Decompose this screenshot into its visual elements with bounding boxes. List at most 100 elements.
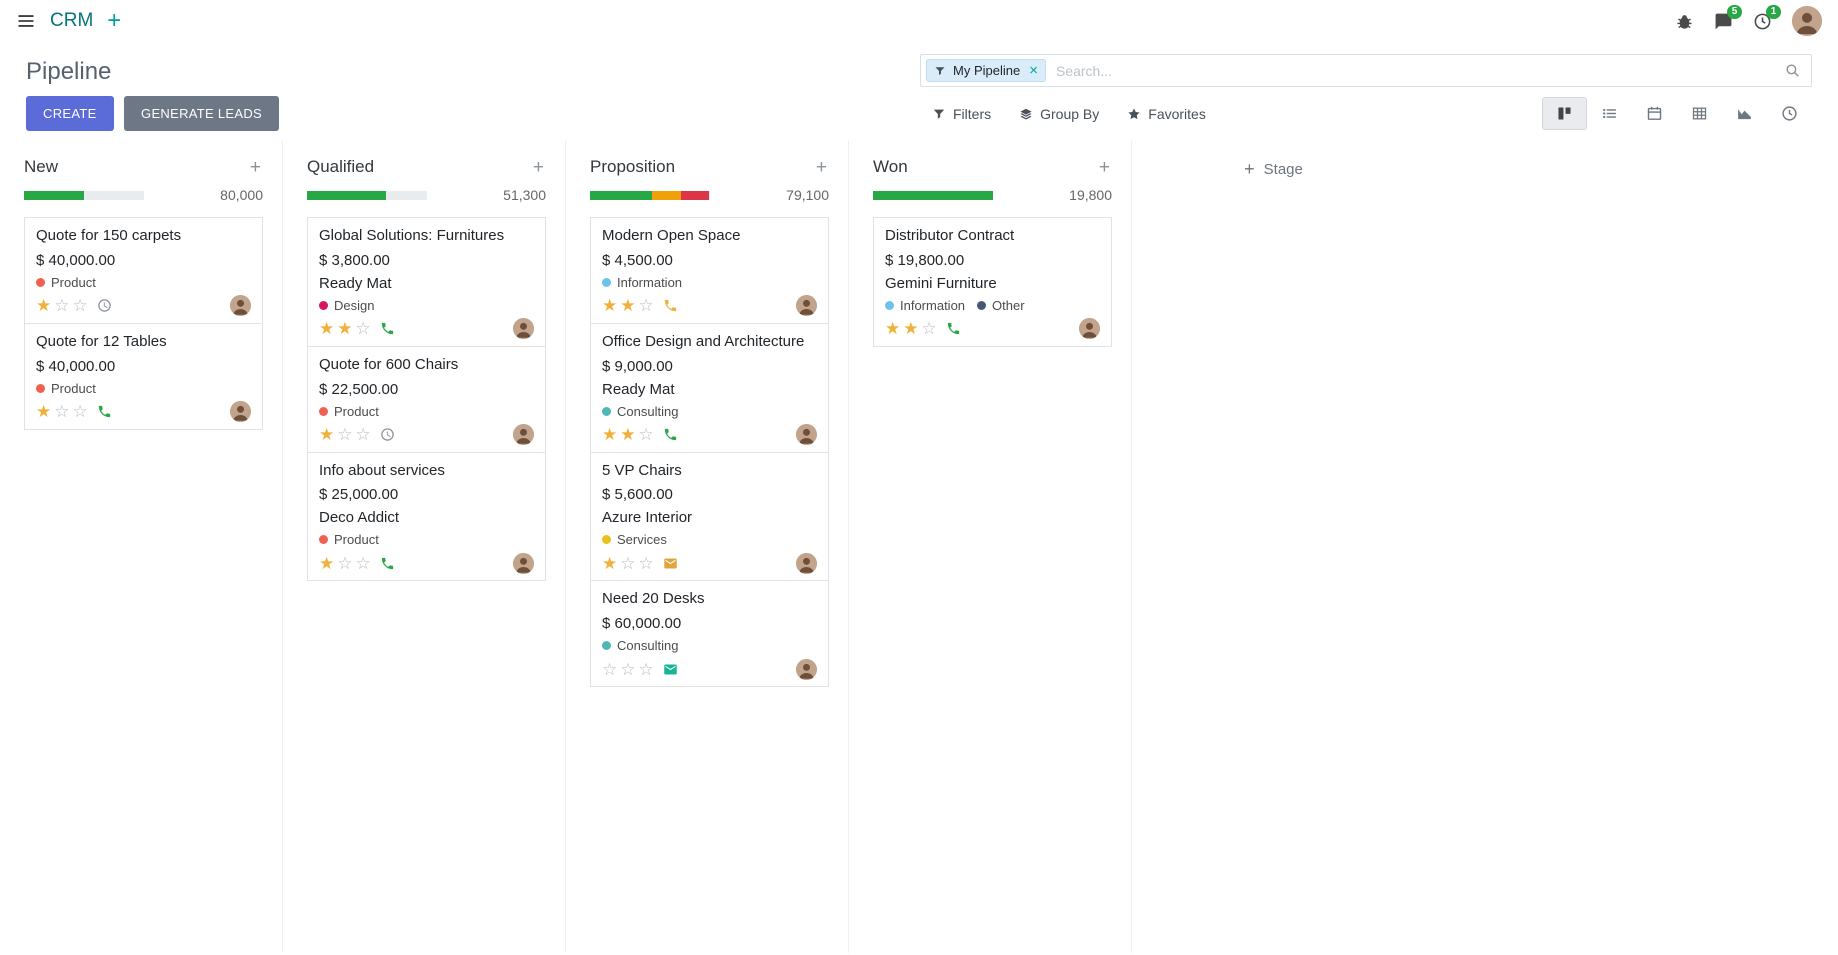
star-icon[interactable]: ☆ (355, 319, 371, 339)
envelope-activity-icon[interactable] (663, 662, 678, 677)
star-icon[interactable]: ☆ (54, 402, 70, 421)
add-stage-button[interactable]: + Stage (1238, 159, 1309, 179)
star-icon[interactable]: ☆ (72, 296, 88, 316)
phone-activity-icon[interactable] (663, 427, 678, 442)
tag-color-dot (602, 641, 611, 650)
kanban-card[interactable]: Office Design and Architecture $ 9,000.00… (590, 322, 829, 453)
generate-leads-button[interactable]: GENERATE LEADS (124, 96, 280, 131)
phone-activity-icon[interactable] (97, 404, 112, 419)
column-progressbar[interactable] (873, 190, 993, 200)
kanban-card[interactable]: 5 VP Chairs $ 5,600.00 Azure Interior Servi… (590, 451, 829, 582)
kanban-card[interactable]: Distributor Contract $ 19,800.00 Gemini Fu… (873, 217, 1112, 347)
user-avatar[interactable] (1792, 6, 1822, 36)
star-icon[interactable]: ☆ (638, 425, 654, 444)
star-icon[interactable]: ★ (319, 425, 335, 444)
star-icon[interactable]: ☆ (620, 659, 636, 679)
star-icon[interactable]: ☆ (620, 553, 636, 573)
messages-icon[interactable]: 5 (1714, 4, 1742, 31)
activities-clock-icon[interactable]: 1 (1753, 4, 1781, 31)
star-icon[interactable]: ★ (885, 319, 901, 339)
star-icon[interactable]: ☆ (337, 553, 353, 573)
add-record-icon[interactable]: + (815, 156, 827, 178)
card-title: Quote for 12 Tables (36, 332, 167, 350)
envelope-activity-icon[interactable] (663, 556, 678, 571)
star-icon[interactable]: ★ (620, 425, 636, 444)
clock-activity-icon[interactable] (97, 298, 112, 313)
card-partner-name: Ready Mat (602, 380, 675, 398)
view-graph-button[interactable] (1722, 97, 1767, 130)
view-calendar-button[interactable] (1632, 97, 1677, 130)
star-icon[interactable]: ☆ (921, 319, 937, 339)
progress-segment[interactable] (24, 190, 84, 200)
view-pivot-button[interactable] (1677, 97, 1722, 130)
column-title[interactable]: New (24, 157, 59, 176)
add-record-icon[interactable]: + (1098, 156, 1110, 178)
column-title[interactable]: Qualified (307, 157, 375, 176)
star-icon[interactable]: ☆ (602, 659, 618, 679)
create-button[interactable]: CREATE (26, 96, 114, 131)
filters-button[interactable]: Filters (932, 102, 991, 126)
search-magnifier-icon[interactable] (1784, 62, 1801, 79)
tag-label: Consulting (617, 403, 679, 419)
progress-segment[interactable] (873, 190, 993, 200)
star-icon[interactable]: ☆ (638, 296, 654, 316)
column-title[interactable]: Proposition (590, 157, 676, 176)
view-kanban-button[interactable] (1542, 97, 1587, 130)
phone-activity-icon[interactable] (380, 321, 395, 336)
card-bottom-left: ★ ☆ ☆ (36, 403, 112, 420)
star-icon[interactable]: ★ (602, 425, 618, 444)
star-icon[interactable]: ★ (319, 319, 335, 339)
phone-activity-icon[interactable] (663, 298, 678, 313)
favorites-button[interactable]: Favorites (1127, 102, 1206, 126)
star-icon[interactable]: ☆ (638, 659, 654, 679)
progress-segment[interactable] (652, 190, 681, 200)
kanban-card[interactable]: Info about services $ 25,000.00 Deco Addic… (307, 451, 546, 582)
app-name[interactable]: CRM (50, 10, 94, 31)
column-progressbar[interactable] (307, 190, 427, 200)
search-input[interactable] (1045, 58, 1784, 83)
add-record-icon[interactable]: + (249, 156, 261, 178)
list-view-icon (1603, 108, 1616, 119)
facet-remove-icon[interactable]: × (1029, 62, 1038, 79)
star-icon[interactable]: ☆ (54, 296, 70, 316)
star-icon[interactable]: ★ (319, 553, 335, 573)
phone-activity-icon[interactable] (946, 321, 961, 336)
progress-segment[interactable] (307, 190, 386, 200)
column-progressbar[interactable] (590, 190, 710, 200)
star-icon[interactable]: ★ (602, 296, 618, 316)
navbar-plus-icon[interactable]: + (107, 7, 122, 34)
card-tags: Product (319, 404, 534, 419)
view-activity-button[interactable] (1767, 97, 1812, 130)
progress-segment[interactable] (590, 190, 653, 200)
star-icon[interactable]: ★ (337, 319, 353, 339)
star-icon[interactable]: ★ (602, 553, 618, 573)
add-record-icon[interactable]: + (532, 156, 544, 178)
kanban-card[interactable]: Quote for 12 Tables $ 40,000.00 Product ★ ☆ ☆ (24, 322, 263, 430)
star-icon[interactable]: ☆ (72, 402, 88, 421)
column-title[interactable]: Won (873, 157, 908, 176)
phone-activity-icon[interactable] (380, 556, 395, 571)
group-by-button[interactable]: Group By (1019, 102, 1099, 126)
kanban-card[interactable]: Need 20 Desks $ 60,000.00 Consulting ☆ ☆ ☆ (590, 580, 829, 687)
star-icon[interactable]: ☆ (337, 425, 353, 444)
view-list-button[interactable] (1587, 97, 1632, 130)
kanban-card[interactable]: Quote for 150 carpets $ 40,000.00 Product ★… (24, 217, 263, 324)
apps-menu-icon[interactable] (16, 11, 36, 31)
assignee-avatar (796, 552, 817, 574)
star-icon[interactable]: ☆ (638, 553, 654, 573)
star-icon[interactable]: ★ (903, 319, 919, 339)
star-icon[interactable]: ☆ (355, 553, 371, 573)
filters-funnel-icon (933, 109, 945, 119)
column-progressbar[interactable] (24, 190, 144, 200)
kanban-card[interactable]: Global Solutions: Furnitures $ 3,800.00 Re… (307, 217, 546, 347)
debug-bug-icon[interactable] (1675, 12, 1694, 31)
clock-activity-icon[interactable] (380, 427, 395, 442)
tag-color-dot (977, 300, 987, 310)
star-icon[interactable]: ☆ (355, 425, 371, 444)
star-icon[interactable]: ★ (620, 296, 636, 316)
star-icon[interactable]: ★ (36, 296, 52, 316)
kanban-card[interactable]: Quote for 600 Chairs $ 22,500.00 Product ★ ☆… (307, 345, 546, 453)
kanban-card[interactable]: Modern Open Space $ 4,500.00 Information ★ ★… (590, 217, 829, 324)
star-icon[interactable]: ★ (36, 402, 52, 421)
progress-segment[interactable] (680, 190, 710, 200)
